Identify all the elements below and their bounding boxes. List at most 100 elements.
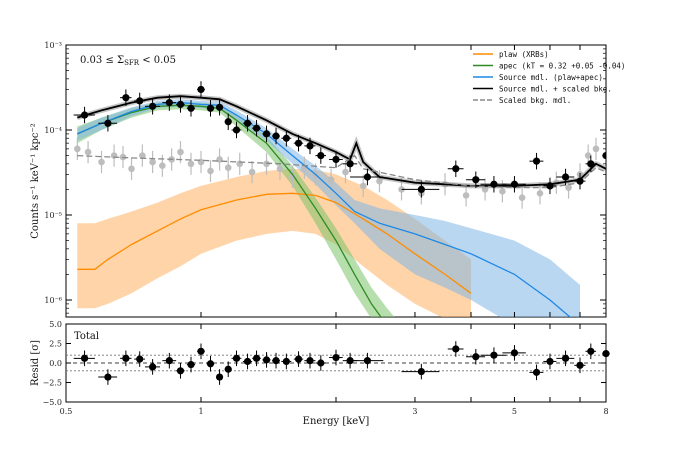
residual-point <box>472 353 480 361</box>
x-tick-label: 8 <box>603 407 608 416</box>
residual-point <box>363 357 372 365</box>
residual-point <box>587 347 595 355</box>
residual-point <box>232 354 241 362</box>
residual-point <box>510 349 519 357</box>
plaw-line <box>77 192 472 294</box>
background-point <box>584 152 592 159</box>
resid-y-tick-label: −5.0 <box>43 398 62 407</box>
source-point <box>272 132 280 140</box>
source-point <box>510 180 519 188</box>
source-point <box>587 160 595 168</box>
residual-point <box>561 354 570 362</box>
residual-point <box>532 368 541 376</box>
source-point <box>363 173 372 181</box>
background-point <box>84 148 92 156</box>
background-point <box>128 165 135 173</box>
source-point <box>176 100 185 109</box>
residual-point <box>104 373 112 381</box>
source-point <box>346 160 354 168</box>
residual-point <box>306 357 314 365</box>
legend: plaw (XRBs) apec (kT = 0.32 +0.05 -0.04) S… <box>473 50 625 105</box>
source-point <box>262 130 271 138</box>
residual-point <box>252 354 261 362</box>
source-point <box>306 142 314 150</box>
residual-point <box>224 365 232 373</box>
residual-plot-area <box>66 341 610 385</box>
y-tick-label: 10⁻³ <box>44 41 62 50</box>
residual-point <box>576 361 584 369</box>
source-point <box>165 99 173 107</box>
source-model-band <box>77 99 580 317</box>
residual-point <box>215 373 224 381</box>
y-axis-label-residuals: Resid [σ] <box>30 340 41 386</box>
residual-point <box>602 350 610 358</box>
residual-point <box>80 354 89 362</box>
source-point <box>243 119 252 127</box>
resid-y-tick-label: 0.0 <box>49 359 62 368</box>
resid-y-tick-label: −2.5 <box>43 379 62 388</box>
source-point <box>576 177 584 185</box>
legend-label: plaw (XRBs) <box>499 50 549 59</box>
background-point <box>342 168 349 176</box>
source-point <box>224 118 232 126</box>
background-model-line <box>77 154 606 189</box>
residual-point <box>206 360 215 368</box>
source-point <box>561 173 570 181</box>
residual-point <box>490 351 498 359</box>
background-point <box>592 145 600 153</box>
source-point <box>532 157 541 165</box>
background-point <box>98 158 105 166</box>
source-point <box>149 102 157 110</box>
residual-point <box>176 367 185 375</box>
source-point <box>206 104 215 112</box>
background-point <box>187 160 195 168</box>
background-point <box>74 145 81 153</box>
source-point <box>104 119 112 127</box>
residual-point <box>187 360 195 369</box>
source-point <box>546 182 554 190</box>
plaw-band <box>77 168 471 317</box>
background-point <box>565 184 572 191</box>
axes: 10⁻³ 10⁻⁴ 10⁻⁵ 10⁻⁶ 5.0 2.5 0.0 −2.5 −5.00.5 1 3 5 8 <box>43 41 609 416</box>
source-point <box>215 103 224 111</box>
residual-point <box>332 353 340 362</box>
residual-point <box>294 355 303 363</box>
background-point <box>159 162 166 170</box>
source-point <box>252 124 261 132</box>
residual-point <box>417 367 425 376</box>
source-point <box>282 134 290 142</box>
sigma-sfr-annotation: 0.03 ≤ ΣSFR < 0.05 <box>80 55 176 67</box>
source-point <box>136 97 144 105</box>
residual-point <box>122 354 130 362</box>
resid-y-tick-label: 5.0 <box>49 320 62 329</box>
source-point <box>452 165 460 173</box>
legend-label: Source mdl. (plaw+apec) <box>499 73 603 82</box>
residual-point <box>136 355 144 363</box>
residual-point <box>262 356 271 364</box>
residual-point <box>282 357 290 366</box>
x-tick-label: 1 <box>198 407 203 416</box>
y-tick-label: 10⁻⁶ <box>44 296 62 305</box>
residual-point <box>546 357 554 366</box>
x-tick-label: 5 <box>512 407 517 416</box>
residual-point <box>165 357 173 365</box>
source-point <box>232 126 241 134</box>
source-point <box>490 180 498 188</box>
background-point <box>139 152 146 159</box>
background-point <box>518 194 526 201</box>
source-point <box>122 94 130 102</box>
source-point <box>472 176 480 184</box>
residual-point <box>243 357 252 366</box>
residual-point <box>452 345 460 353</box>
x-tick-label: 3 <box>412 407 417 416</box>
background-point <box>359 182 367 190</box>
source-point <box>187 104 195 112</box>
y-tick-label: 10⁻⁵ <box>44 211 62 220</box>
background-point <box>248 168 256 176</box>
spectrum-plot-area <box>73 81 606 317</box>
source-point <box>80 111 89 119</box>
total-model-line <box>77 95 606 187</box>
background-point <box>327 176 335 184</box>
legend-label: Scaled bkg. mdl. <box>499 96 571 105</box>
